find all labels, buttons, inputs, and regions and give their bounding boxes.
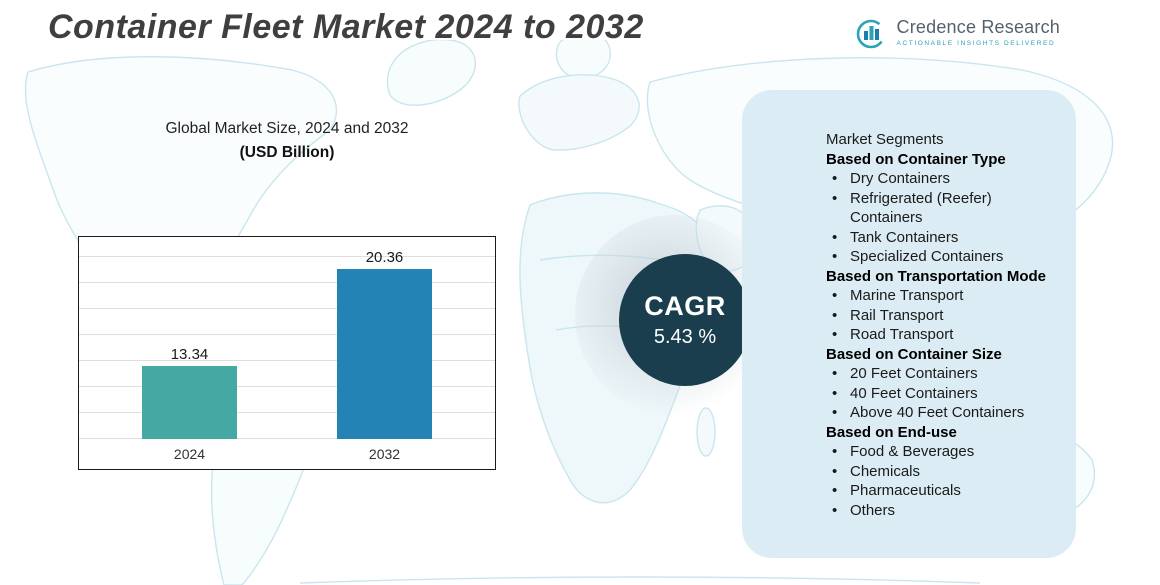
segment-item-label: 40 Feet Containers [850, 384, 978, 402]
bullet-icon: • [832, 501, 838, 519]
logo-tagline: Actionable Insights Delivered [896, 40, 1056, 47]
segment-heading: Based on End-use [826, 423, 957, 441]
chart-unit-label: (USD Billion) [239, 144, 335, 161]
segment-item-label: 20 Feet Containers [850, 365, 978, 382]
segment-item-label: Refrigerated (Reefer) Containers [850, 189, 992, 227]
bar-column: 13.34 2024 [142, 237, 237, 469]
chart-heading: Global Market Size, 2024 and 2032 (USD B… [78, 120, 496, 162]
bar-value-label: 13.34 [170, 346, 209, 363]
segment-item: • Tank Containers [826, 228, 1066, 248]
segment-item-label: Food & Beverages [850, 443, 975, 460]
chart-plot-area: 13.34 2024 20.36 2032 [79, 237, 495, 469]
segment-item-label: Others [850, 501, 896, 519]
credence-logo: Credence Research Actionable Insights De… [853, 14, 1060, 50]
segment-item: • Food & Beverages [826, 442, 1066, 462]
bar-category-label: 2032 [368, 446, 401, 462]
bullet-icon: • [832, 287, 838, 304]
credence-logo-icon [856, 19, 885, 49]
segment-heading: Based on Transportation Mode [826, 267, 1047, 285]
segment-item: • Others [826, 501, 1066, 521]
bar-category-label: 2024 [173, 446, 206, 462]
bullet-icon: • [832, 170, 838, 187]
cagr-badge: CAGR 5.43 % [619, 254, 751, 386]
bar [142, 366, 237, 439]
segments-list: Based on Container Type • Dry Containers • R… [826, 150, 1066, 521]
bullet-icon: • [832, 482, 838, 499]
segment-item-label: Tank Containers [850, 228, 959, 246]
market-segments-panel: Market Segments Based on Container Type •… [742, 90, 1076, 558]
segment-item: • Above 40 Feet Containers [826, 403, 1066, 423]
bullet-icon: • [832, 248, 838, 265]
bullet-icon: • [832, 326, 838, 343]
segment-item: • Dry Containers [826, 169, 1066, 189]
segment-item: • Chemicals [826, 462, 1066, 482]
credence-logo-text: Credence Research Actionable Insights De… [897, 17, 1060, 47]
bullet-icon: • [832, 189, 838, 207]
bar-chart: 13.34 2024 20.36 2032 [78, 235, 496, 470]
bullet-icon: • [832, 365, 838, 382]
segment-heading: Based on Container Size [826, 345, 1002, 363]
segment-item: • Pharmaceuticals [826, 481, 1066, 501]
segment-item: • Road Transport [826, 325, 1066, 345]
cagr-label: CAGR [644, 291, 726, 321]
bullet-icon: • [832, 306, 838, 324]
segment-item-label: Chemicals [850, 462, 921, 480]
chart-title: Global Market Size, 2024 and 2032 [165, 120, 409, 137]
segments-intro: Market Segments [826, 131, 944, 148]
segment-item-label: Dry Containers [850, 170, 951, 187]
segment-item: • 40 Feet Containers [826, 384, 1066, 404]
page-title: Container Fleet Market 2024 to 2032 [48, 8, 644, 46]
segment-item: • Refrigerated (Reefer) Containers [826, 189, 1066, 228]
segment-heading: Based on Container Type [826, 150, 1006, 168]
bullet-icon: • [832, 443, 838, 460]
segment-item: • Marine Transport [826, 286, 1066, 306]
bar [337, 269, 432, 439]
segment-item-label: Marine Transport [850, 287, 964, 304]
segment-item: • Specialized Containers [826, 247, 1066, 267]
bullet-icon: • [832, 228, 838, 246]
segment-item-label: Above 40 Feet Containers [850, 404, 1025, 421]
segment-item-label: Road Transport [850, 326, 954, 343]
bar-value-label: 20.36 [365, 249, 404, 266]
segment-item-label: Specialized Containers [850, 248, 1004, 265]
bullet-icon: • [832, 462, 838, 480]
logo-name: Credence Research [896, 17, 1060, 37]
bullet-icon: • [832, 404, 838, 421]
cagr-value: 5.43 % [653, 326, 717, 348]
segment-item: • Rail Transport [826, 306, 1066, 326]
bullet-icon: • [832, 384, 838, 402]
segment-item: • 20 Feet Containers [826, 364, 1066, 384]
bar-column: 20.36 2032 [337, 237, 432, 469]
segment-item-label: Pharmaceuticals [850, 482, 961, 499]
segment-item-label: Rail Transport [850, 306, 944, 324]
